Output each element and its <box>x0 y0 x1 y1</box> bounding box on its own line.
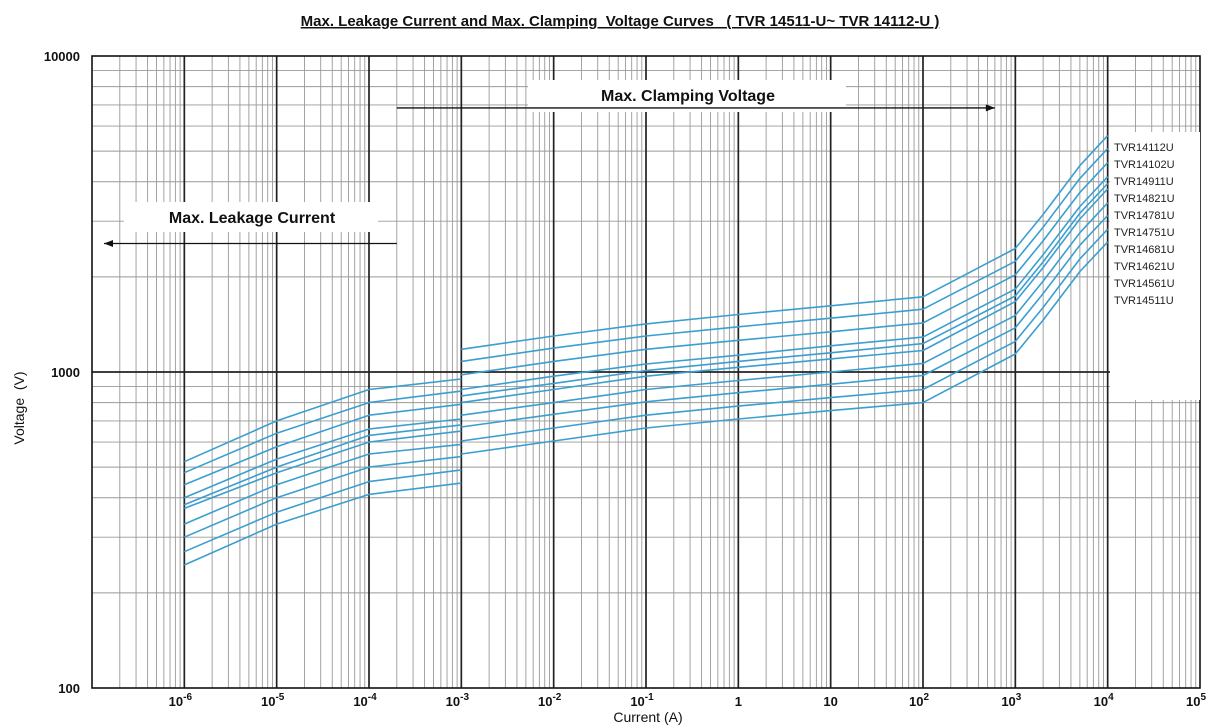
series-label-TVR14681U: TVR14681U <box>1114 244 1175 256</box>
label-masks <box>124 80 1200 400</box>
x-tick-label: 104 <box>1094 692 1114 709</box>
series-label-TVR14621U: TVR14621U <box>1114 261 1175 273</box>
series-label-TVR14751U: TVR14751U <box>1114 227 1175 239</box>
y-axis-title: Voltage (V) <box>11 371 27 444</box>
x-tick-label: 1 <box>735 694 742 709</box>
clamping-curve-TVR14681U <box>461 202 1109 416</box>
x-tick-label: 10-1 <box>630 692 654 709</box>
x-tick-label: 103 <box>1001 692 1021 709</box>
y-tick-label: 1000 <box>51 365 80 380</box>
x-tick-label: 102 <box>909 692 929 709</box>
y-tick-label: 10000 <box>44 49 80 64</box>
leakage-curve-TVR14102U <box>183 390 462 474</box>
y-tick-labels: 100 1000 10000 <box>44 49 80 696</box>
series-label-TVR14781U: TVR14781U <box>1114 210 1175 222</box>
clamping-curve-TVR14621U <box>461 214 1109 428</box>
leakage-curve-TVR14511U <box>183 482 462 566</box>
x-tick-label: 10-3 <box>446 692 470 709</box>
leakage-curve-TVR14112U <box>183 378 462 463</box>
leakage-curve-TVR14781U <box>183 424 462 506</box>
annotations: Max. Leakage Current Max. Clamping Voltag… <box>104 88 995 248</box>
grid <box>91 55 1201 689</box>
series-label-TVR14561U: TVR14561U <box>1114 278 1175 290</box>
clamping-curve-TVR14112U <box>461 135 1109 351</box>
chart-title: Max. Leakage Current and Max. Clamping V… <box>301 13 940 30</box>
clamping-label-mask <box>528 80 846 112</box>
y-tick-label: 100 <box>58 681 80 696</box>
clamping-curve-TVR14561U <box>461 228 1109 442</box>
curves <box>183 135 1109 566</box>
leakage-curve-TVR14821U <box>183 418 462 499</box>
series-label-TVR14102U: TVR14102U <box>1114 159 1175 171</box>
leakage-curve-TVR14751U <box>184 430 462 510</box>
annotation-label: Max. Leakage Current <box>169 210 336 227</box>
legend-mask <box>1110 132 1200 400</box>
series-label-TVR14511U: TVR14511U <box>1114 295 1174 307</box>
x-tick-label: 10-4 <box>353 692 377 709</box>
series-label-TVR14821U: TVR14821U <box>1114 193 1175 205</box>
annotation-arrow-head <box>985 104 995 112</box>
clamping-curve-TVR14751U <box>461 188 1109 404</box>
clamping-curve-TVR14911U <box>461 162 1109 376</box>
leakage-curve-TVR14681U <box>183 443 462 525</box>
legend: TVR14112U TVR14102U TVR14911U TVR14821U TVR1… <box>1114 142 1175 307</box>
series-label-TVR14112U: TVR14112U <box>1114 142 1174 154</box>
clamping-curve-TVR14102U <box>461 147 1109 363</box>
x-tick-label: 10 <box>823 694 837 709</box>
leakage-curve-TVR14911U <box>183 403 462 486</box>
x-tick-label: 10-2 <box>538 692 562 709</box>
clamping-curve-TVR14821U <box>461 176 1109 391</box>
clamping-curve-TVR14781U <box>461 182 1109 397</box>
leakage-curve-TVR14621U <box>183 455 462 538</box>
leakage-curve-TVR14561U <box>183 469 462 553</box>
annotation-arrow-head <box>104 240 113 248</box>
annotation-label: Max. Clamping Voltage <box>601 88 775 105</box>
clamping-curve-TVR14511U <box>461 241 1109 455</box>
x-tick-labels: 10-6 10-5 10-4 10-3 10-2 10-1 1 10 102 103 104 105 <box>169 692 1207 709</box>
x-axis-title: Current (A) <box>613 709 682 725</box>
series-label-TVR14911U: TVR14911U <box>1114 176 1174 188</box>
x-tick-label: 10-5 <box>261 692 285 709</box>
leakage-label-mask <box>124 202 378 232</box>
x-tick-label: 10-6 <box>169 692 193 709</box>
x-tick-label: 105 <box>1186 692 1206 709</box>
